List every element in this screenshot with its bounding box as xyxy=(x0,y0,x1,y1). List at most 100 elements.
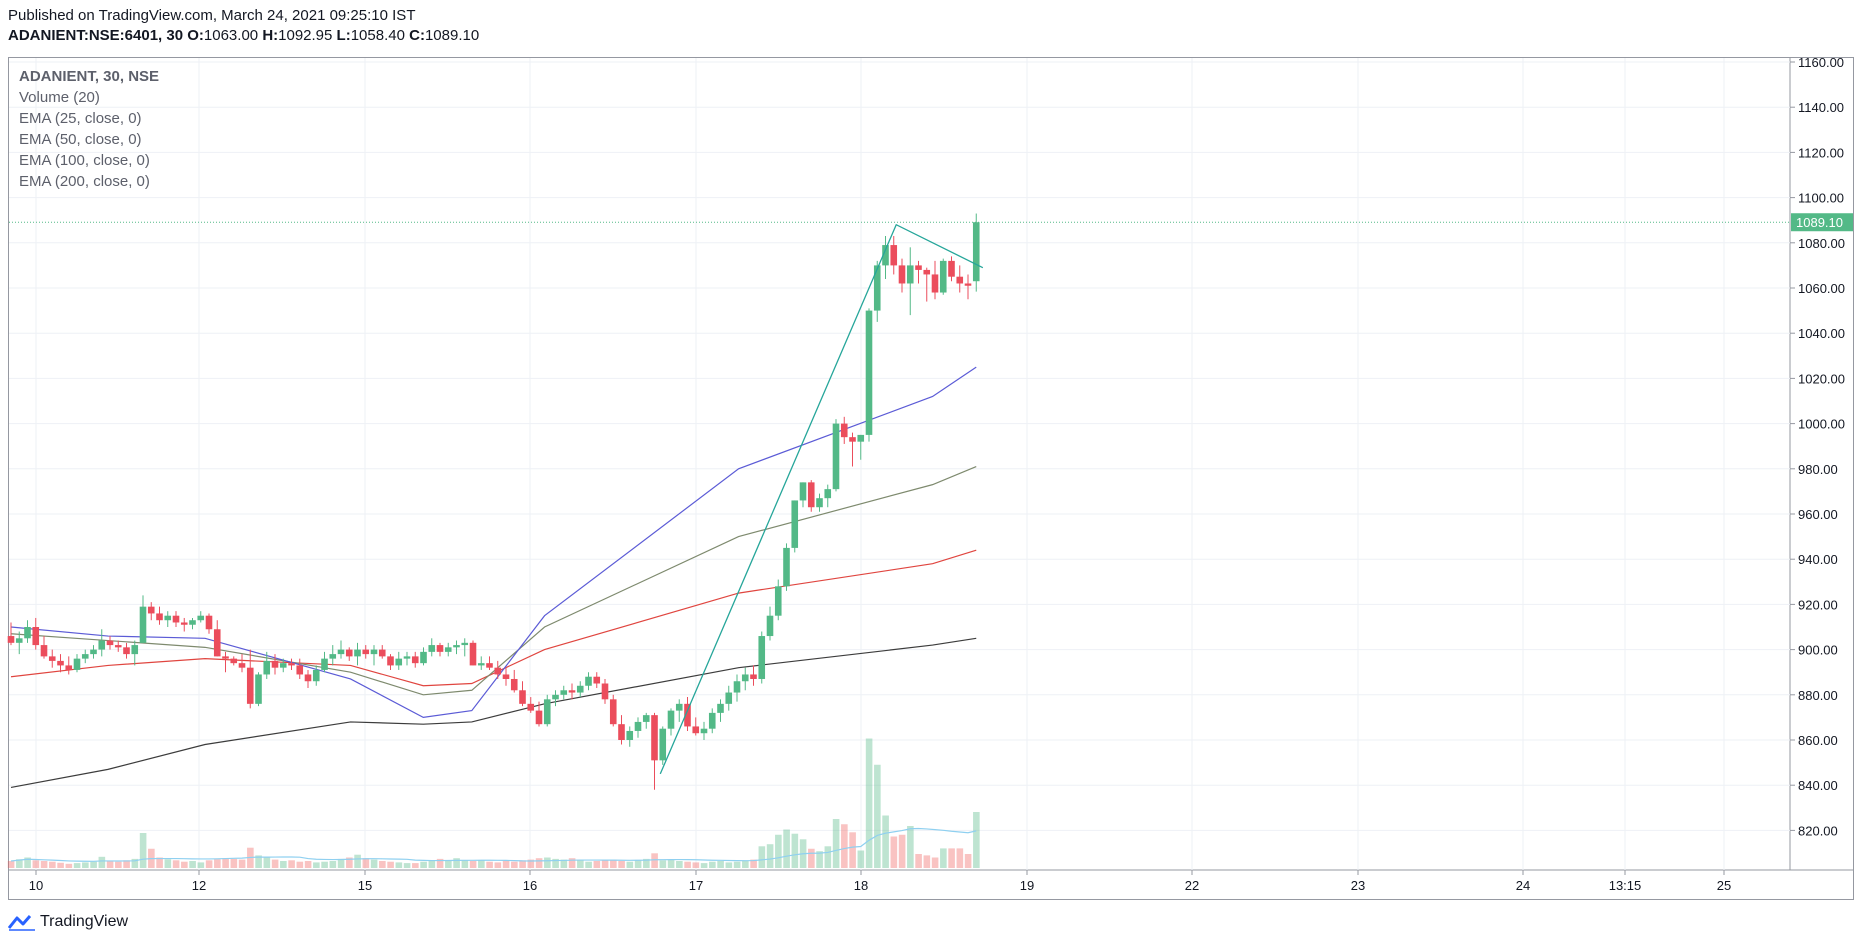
volume-bar xyxy=(494,862,502,868)
y-tick-label: 1060.00 xyxy=(1798,281,1845,296)
legend-ema100[interactable]: EMA (100, close, 0) xyxy=(19,152,150,169)
legend-ema200[interactable]: EMA (200, close, 0) xyxy=(19,173,150,190)
y-tick-label: 880.00 xyxy=(1798,688,1838,703)
candle-body xyxy=(816,498,823,508)
candle-body xyxy=(222,656,229,659)
candle-body xyxy=(486,663,493,668)
candle-body xyxy=(634,721,642,731)
y-tick-label: 860.00 xyxy=(1798,733,1838,748)
volume-bar xyxy=(40,861,48,868)
candle-body xyxy=(312,669,320,682)
volume-bar xyxy=(469,861,477,868)
candle-body xyxy=(593,676,601,684)
volume-bar xyxy=(791,833,799,868)
volume-bar xyxy=(395,862,403,868)
y-tick-label: 1160.00 xyxy=(1798,55,1844,70)
volume-bar xyxy=(808,848,815,868)
volume-bar xyxy=(214,859,221,868)
published-line: Published on TradingView.com, March 24, … xyxy=(8,7,416,24)
volume-bar xyxy=(849,832,856,868)
candle-body xyxy=(618,724,625,740)
candle-body xyxy=(667,710,675,729)
candle-body xyxy=(585,676,592,686)
volume-bar xyxy=(205,860,213,868)
x-tick-label: 25 xyxy=(1717,878,1731,893)
candle-body xyxy=(857,434,865,442)
volume-bar xyxy=(156,857,163,868)
volume-bar xyxy=(585,861,592,868)
y-tick-label: 1100.00 xyxy=(1798,191,1844,206)
candle-body xyxy=(898,265,906,284)
candle-body xyxy=(238,663,246,668)
candle-body xyxy=(213,629,221,657)
volume-bar xyxy=(882,815,889,868)
volume-bar xyxy=(461,860,469,868)
y-tick-label: 1120.00 xyxy=(1798,145,1844,160)
candle-body xyxy=(205,615,213,630)
y-tick-label: 900.00 xyxy=(1798,643,1838,658)
candle-body xyxy=(873,265,881,311)
candle-body xyxy=(651,715,658,761)
volume-bar xyxy=(552,858,559,868)
legend-ema50[interactable]: EMA (50, close, 0) xyxy=(19,131,142,148)
volume-bar xyxy=(816,851,823,868)
y-tick-label: 960.00 xyxy=(1798,507,1838,522)
candle-body xyxy=(692,726,700,734)
open-label: O: xyxy=(187,27,204,44)
x-tick-label: 24 xyxy=(1516,878,1530,893)
volume-bar xyxy=(98,856,106,868)
candle-body xyxy=(354,649,361,657)
volume-bar xyxy=(544,857,551,868)
volume-bar xyxy=(593,861,601,868)
legend-ema25[interactable]: EMA (25, close, 0) xyxy=(19,110,142,127)
volume-bar xyxy=(24,857,31,868)
volume-bar xyxy=(626,861,634,868)
candle-body xyxy=(81,654,89,659)
candle-body xyxy=(659,728,667,761)
y-tick-label: 940.00 xyxy=(1798,552,1838,567)
candle-body xyxy=(906,265,914,284)
candle-body xyxy=(568,690,576,693)
volume-bar xyxy=(676,861,683,868)
candle-body xyxy=(799,482,807,501)
candle-body xyxy=(774,586,782,616)
volume-bar xyxy=(956,848,964,868)
candle-body xyxy=(519,690,526,704)
trend-line xyxy=(659,223,984,775)
volume-bar xyxy=(189,861,196,868)
candle-body xyxy=(626,730,634,740)
candle-body xyxy=(172,615,180,623)
candle-body xyxy=(741,674,749,682)
volume-bar xyxy=(535,858,543,868)
candle-body xyxy=(758,636,766,679)
volume-bar xyxy=(841,824,848,868)
candle-body xyxy=(675,703,683,711)
candle-body xyxy=(32,627,40,646)
indicator-legend: ADANIENT, 30, NSE Volume (20) EMA (25, c… xyxy=(19,66,159,192)
volume-bar xyxy=(964,854,972,868)
candle-body xyxy=(420,651,427,664)
candle-body xyxy=(147,606,155,614)
candle-body xyxy=(964,283,972,286)
volume-bar xyxy=(230,858,238,868)
volume-bar xyxy=(139,833,147,868)
candle-body xyxy=(832,423,840,490)
volume-bar xyxy=(412,863,419,868)
candle-body xyxy=(329,654,337,659)
y-tick-label: 820.00 xyxy=(1798,823,1838,838)
volume-bar xyxy=(420,861,427,868)
volume-bar xyxy=(370,859,378,868)
legend-volume[interactable]: Volume (20) xyxy=(19,89,100,106)
candle-body xyxy=(24,627,31,639)
brand[interactable]: TradingView xyxy=(8,913,128,931)
volume-bar xyxy=(313,862,320,868)
chart-frame[interactable] xyxy=(8,57,1854,900)
volume-bar xyxy=(16,859,23,868)
candle-body xyxy=(197,615,205,621)
x-tick-label: 22 xyxy=(1185,878,1199,893)
tradingview-logo-icon xyxy=(8,915,35,931)
volume-bar xyxy=(387,861,394,868)
volume-bar xyxy=(758,846,766,868)
candle-body xyxy=(477,663,485,666)
